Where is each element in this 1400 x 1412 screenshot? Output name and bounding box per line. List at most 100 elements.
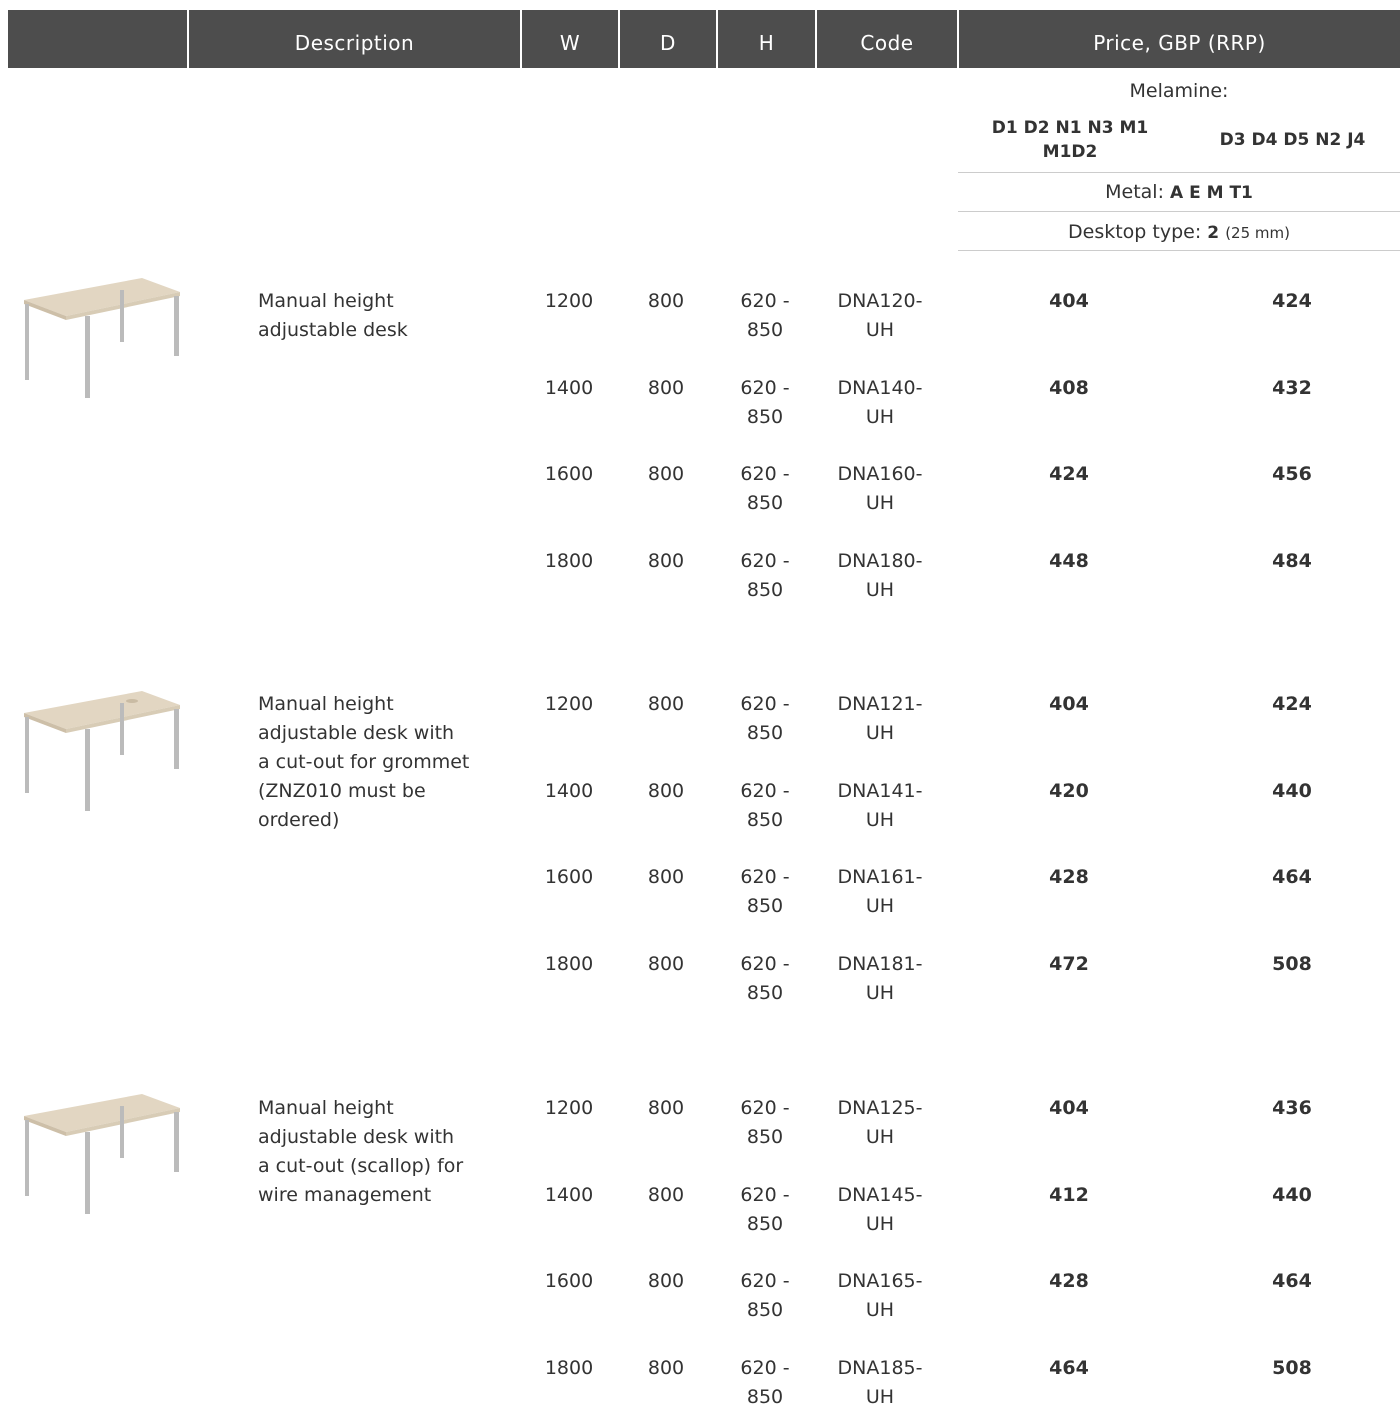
price: 428 [1049,1270,1089,1293]
price: 472 [1049,952,1089,975]
height: 620 - 850 [740,1183,790,1235]
height: 620 - 850 [740,290,790,341]
description-line: (ZNZ010 must be [258,780,426,802]
desktop-type: 2 [1207,223,1220,243]
desktop-row: Desktop type: 2 (25 mm) [958,218,1400,248]
depth: 800 [647,463,685,486]
depth: 800 [647,1270,685,1293]
description-line: a cut-out for grommet [258,751,470,773]
description-line: ordered) [258,809,340,831]
description-line: Manual height [258,1097,394,1119]
depth: 800 [647,693,685,715]
depth: 800 [647,290,685,312]
code: DNA141-UH [837,779,923,831]
description-line: a cut-out (scallop) for [258,1155,464,1177]
width: 1600 [544,866,594,889]
price: 464 [1272,866,1312,889]
desktop-label: Desktop type: [1068,221,1202,243]
width: 1400 [544,1183,594,1206]
code: DNA140-UH [837,376,923,428]
description-line: adjustable desk [258,319,408,341]
depth: 800 [647,1356,685,1379]
width: 1400 [544,376,594,399]
depth: 800 [647,1097,685,1119]
price: 432 [1272,376,1312,399]
code: DNA165-UH [837,1270,923,1322]
header-cell: Code [860,31,914,55]
description-line: adjustable desk with [258,722,455,744]
depth: 800 [647,1183,685,1206]
code: DNA121-UH [837,693,923,744]
finish-group: D3 D4 D5 N2 J4 [1219,130,1366,150]
code: DNA145-UH [837,1183,923,1235]
width: 1800 [544,952,594,975]
width: 1800 [544,1356,594,1379]
header-cell: Price, GBP (RRP) [1093,31,1266,55]
divider [958,211,1400,212]
separator [957,10,959,68]
metal-row: Metal: A E M T1 [958,178,1400,208]
price: 508 [1272,1356,1312,1379]
code: DNA161-UH [837,866,923,918]
price: 440 [1272,1183,1312,1206]
depth: 800 [647,866,685,889]
price: 404 [1049,1097,1089,1119]
desktop-thickness: (25 mm) [1225,224,1290,242]
finish-group: D1 D2 N1 N3 M1 M1D2 [991,118,1149,162]
price: 436 [1272,1097,1312,1119]
width: 1600 [544,1270,594,1293]
height: 620 - 850 [740,463,790,515]
description-line: Manual height [258,693,394,715]
price: 508 [1272,952,1312,975]
width: 1200 [544,1097,594,1119]
code: DNA120-UH [837,290,923,341]
price: 448 [1049,549,1089,572]
separator [187,10,189,68]
code: DNA160-UH [837,463,923,515]
description-line: adjustable desk with [258,1126,455,1148]
desk-image [24,1094,180,1214]
desk-image [24,691,180,811]
price: 404 [1049,693,1089,715]
desk-image [24,278,180,398]
code: DNA125-UH [837,1097,923,1148]
divider [958,172,1400,173]
depth: 800 [647,549,685,572]
price: 464 [1272,1270,1312,1293]
width: 1200 [544,693,594,715]
header-cell: W [559,31,581,55]
header-cell: D [660,31,676,55]
height: 620 - 850 [740,549,790,601]
separator [716,10,718,68]
height: 620 - 850 [740,952,790,1004]
width: 1200 [544,290,594,312]
header-cell: Description [294,31,415,55]
code: DNA180-UH [837,549,923,601]
price: 424 [1049,463,1089,486]
code: DNA181-UH [837,952,923,1004]
header-bar [8,10,1400,68]
description-line: wire management [258,1184,432,1206]
depth: 800 [647,952,685,975]
melamine-label: Melamine: [1129,80,1229,102]
depth: 800 [647,779,685,802]
width: 1400 [544,779,594,802]
height: 620 - 850 [740,866,790,918]
price: 464 [1049,1356,1089,1379]
height: 620 - 850 [740,1356,790,1408]
price: 420 [1049,779,1089,802]
price: 408 [1049,376,1089,399]
separator [520,10,522,68]
description-line: Manual height [258,290,394,312]
price: 412 [1049,1183,1089,1206]
width: 1600 [544,463,594,486]
height: 620 - 850 [740,779,790,831]
price: 424 [1272,693,1312,715]
code: DNA185-UH [837,1356,923,1408]
price: 440 [1272,779,1312,802]
separator [815,10,817,68]
width: 1800 [544,549,594,572]
header-cell: H [758,31,775,55]
price: 456 [1272,463,1312,486]
price: 424 [1272,290,1312,312]
